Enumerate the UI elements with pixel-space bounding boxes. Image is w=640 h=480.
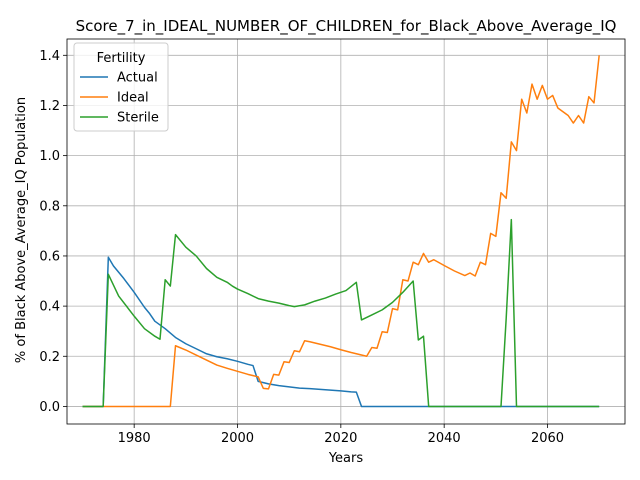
x-tick-label: 1980 (118, 431, 151, 446)
x-axis-ticks: 1980 2000 2020 2040 2060 (118, 424, 564, 446)
plot-frame (66, 38, 626, 425)
chart-title: Score_7_in_IDEAL_NUMBER_OF_CHILDREN_for_… (76, 17, 617, 36)
x-axis-label: Years (328, 451, 364, 466)
series-line-sterile (82, 218, 600, 408)
legend-title: Fertility (97, 51, 146, 66)
x-tick-label: 2000 (221, 431, 254, 446)
y-tick-label: 0.8 (39, 199, 60, 214)
series-line-ideal (82, 55, 600, 408)
y-tick-label: 0.0 (39, 400, 60, 415)
legend-box (73, 42, 169, 132)
plot-border (66, 38, 626, 425)
y-tick-label: 1.2 (39, 99, 60, 114)
y-tick-label: 0.4 (39, 300, 60, 315)
x-tick-label: 2060 (531, 431, 564, 446)
y-tick-label: 1.0 (39, 149, 60, 164)
legend-label-ideal: Ideal (117, 91, 149, 106)
x-tick-label: 2020 (324, 431, 357, 446)
y-tick-label: 0.6 (39, 249, 60, 264)
x-tick-label: 2040 (428, 431, 461, 446)
y-axis-ticks: 0.0 0.2 0.4 0.6 0.8 1.0 1.2 1.4 (39, 49, 67, 415)
y-tick-label: 0.2 (39, 350, 60, 365)
y-tick-label: 1.4 (39, 49, 60, 64)
legend-label-actual: Actual (117, 71, 158, 86)
series-lines (82, 55, 600, 408)
y-axis-label: % of Black Above_Average_IQ Population (14, 97, 29, 363)
legend-label-sterile: Sterile (117, 111, 159, 126)
legend-entries: Actual Ideal Sterile (80, 71, 159, 126)
series-line-actual (82, 256, 600, 408)
legend: Fertility Actual Ideal Sterile (73, 42, 169, 132)
